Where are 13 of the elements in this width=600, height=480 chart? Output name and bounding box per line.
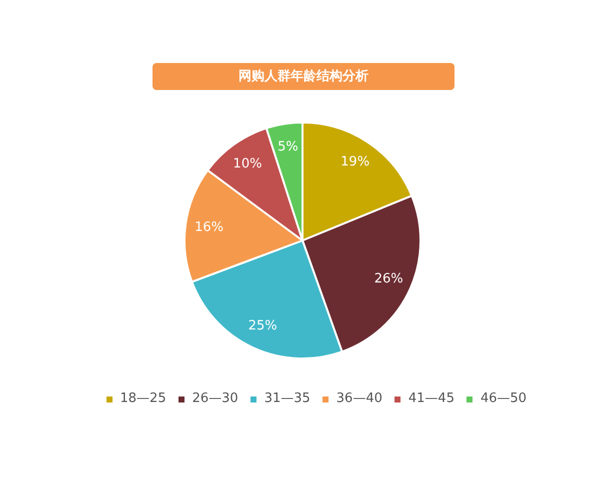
- chart-title: 网购人群年龄结构分析: [238, 69, 368, 84]
- legend-label: 46—50: [480, 391, 527, 406]
- legend-label: 26—30: [192, 391, 238, 406]
- data-label: 25%: [248, 318, 278, 334]
- legend-label: 36—40: [336, 391, 382, 406]
- data-label: 26%: [374, 271, 404, 286]
- legend-label: 31—35: [264, 391, 310, 406]
- legend-label: 41—45: [408, 391, 454, 406]
- data-label: 16%: [194, 220, 224, 235]
- legend-label: 18—25: [120, 391, 166, 406]
- data-label: 10%: [233, 156, 262, 172]
- data-label: 5%: [278, 140, 298, 155]
- data-label: 19%: [340, 154, 370, 170]
